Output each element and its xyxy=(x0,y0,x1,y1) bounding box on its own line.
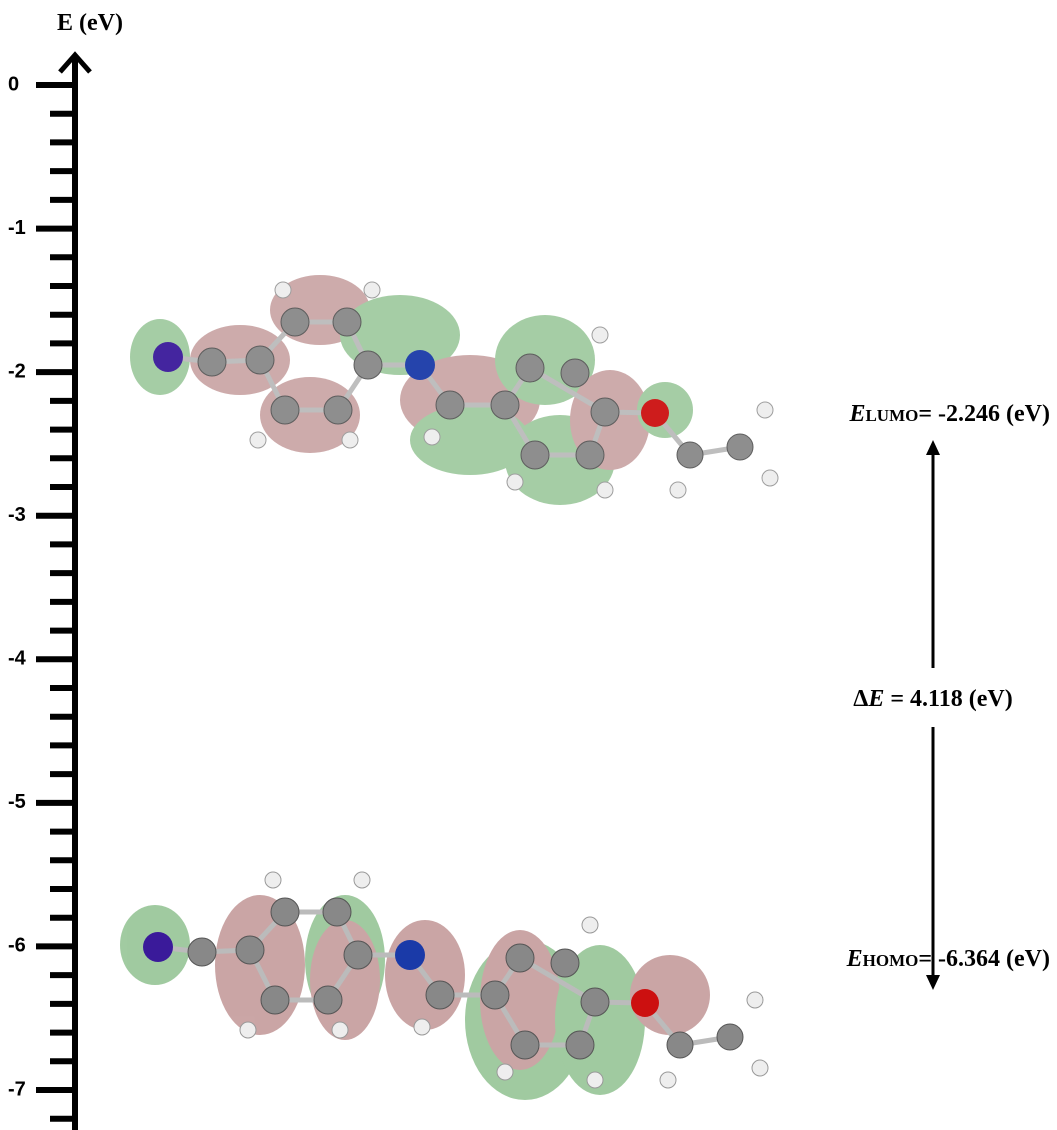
tick-label: -4 xyxy=(8,648,27,670)
tick-label: -7 xyxy=(8,1078,26,1100)
homo-symbol: E xyxy=(846,946,863,972)
gap-symbol: E xyxy=(867,686,884,712)
lumo-orbital xyxy=(130,275,778,505)
tick-label: -1 xyxy=(8,217,26,239)
gap-text: = 4.118 (eV) xyxy=(890,686,1012,712)
gap-delta: Δ xyxy=(853,686,868,712)
homo-label: EHOMO= -6.364 (eV) xyxy=(846,946,1050,972)
energy-axis: 0 -1 -2 -3 -4 -5 -6 -7 xyxy=(8,55,90,1130)
tick-label: -2 xyxy=(8,360,26,382)
homo-subscript: HOMO xyxy=(863,951,919,970)
axis-label: E (eV) xyxy=(57,10,123,36)
tick-label: -5 xyxy=(8,791,26,813)
homo-orbital xyxy=(120,872,768,1100)
lumo-text: = -2.246 (eV) xyxy=(918,401,1050,427)
lumo-symbol: E xyxy=(848,401,865,427)
tick-label: -3 xyxy=(8,504,26,526)
lumo-subscript: LUMO xyxy=(865,406,918,425)
gap-arrow xyxy=(926,440,940,990)
energy-diagram: ELUMO= -2.246 (eV) ΔE = 4.118 (eV) EHOMO… xyxy=(0,0,1057,1130)
homo-text: = -6.364 (eV) xyxy=(918,946,1050,972)
tick-label: 0 xyxy=(8,73,19,95)
tick-label: -6 xyxy=(8,935,26,957)
lumo-label: ELUMO= -2.246 (eV) xyxy=(848,401,1050,427)
gap-label: ΔE = 4.118 (eV) xyxy=(853,686,1012,712)
